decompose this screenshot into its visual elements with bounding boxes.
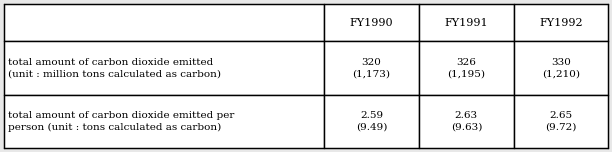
Bar	[419, 41, 514, 95]
Bar	[4, 95, 324, 148]
Text: total amount of carbon dioxide emitted
(unit : million tons calculated as carbon: total amount of carbon dioxide emitted (…	[8, 58, 221, 78]
Text: 320
(1,173): 320 (1,173)	[353, 58, 390, 78]
Bar	[4, 41, 324, 95]
Text: 2.59
(9.49): 2.59 (9.49)	[356, 111, 387, 132]
Text: FY1992: FY1992	[539, 18, 583, 28]
Text: FY1991: FY1991	[444, 18, 488, 28]
Bar	[324, 41, 419, 95]
Text: 2.63
(9.63): 2.63 (9.63)	[450, 111, 482, 132]
Text: FY1990: FY1990	[349, 18, 394, 28]
Bar	[419, 4, 514, 41]
Bar	[419, 95, 514, 148]
Text: 326
(1,195): 326 (1,195)	[447, 58, 485, 78]
Bar	[514, 4, 608, 41]
Text: 2.65
(9.72): 2.65 (9.72)	[545, 111, 577, 132]
Bar	[514, 41, 608, 95]
Bar	[514, 95, 608, 148]
Text: total amount of carbon dioxide emitted per
person (unit : tons calculated as car: total amount of carbon dioxide emitted p…	[8, 111, 234, 132]
Bar	[324, 95, 419, 148]
Bar	[4, 4, 324, 41]
Text: 330
(1,210): 330 (1,210)	[542, 58, 580, 78]
Bar	[324, 4, 419, 41]
